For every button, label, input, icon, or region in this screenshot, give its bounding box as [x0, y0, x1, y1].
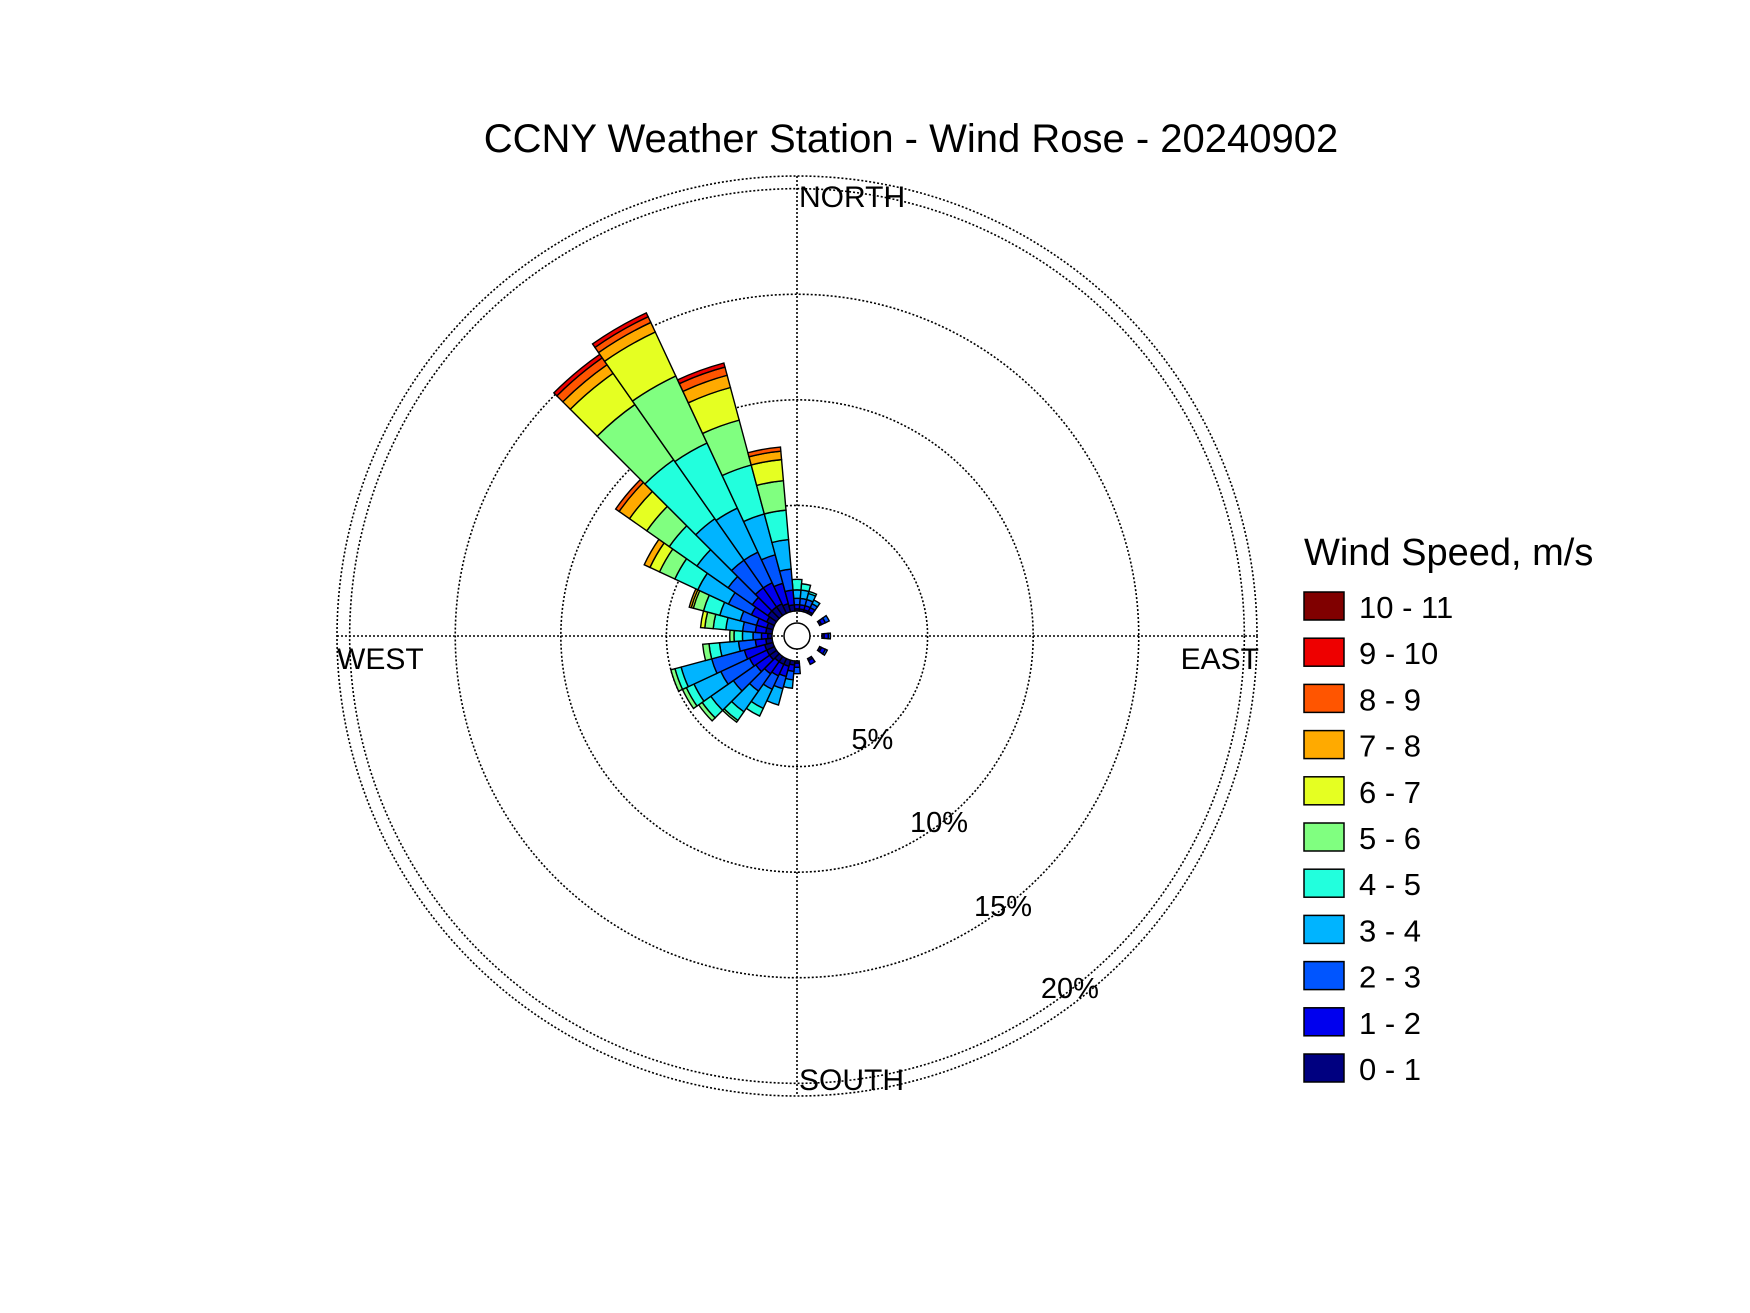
legend-swatch-2 [1303, 683, 1345, 714]
legend-swatch-4 [1303, 776, 1345, 806]
legend-label-6: 4 - 5 [1359, 867, 1421, 902]
radial-tick-labels: 5% 10% 15% 20% [851, 724, 1099, 1005]
sector-250 [670, 641, 776, 693]
sector-260-bin-5 [701, 642, 713, 662]
legend-label-2: 8 - 9 [1359, 682, 1421, 717]
sector-60-bin-2 [821, 614, 831, 624]
legend-swatch-0 [1303, 591, 1345, 621]
sector-10 [798, 582, 812, 613]
legend-label-1: 9 - 10 [1359, 636, 1438, 671]
sector-90 [821, 632, 832, 640]
sector-270-bin-4 [733, 629, 744, 643]
legend-swatch-3 [1303, 729, 1345, 760]
center-calm-circle [783, 622, 811, 650]
sector-250-bin-5 [670, 667, 684, 693]
chart-title: CCNY Weather Station - Wind Rose - 20240… [484, 117, 1339, 161]
sector-60 [816, 614, 831, 627]
compass-west: WEST [337, 643, 424, 676]
sector-270-bin-5 [729, 629, 735, 643]
legend-swatch-9 [1303, 1007, 1345, 1037]
sector-350-bin-8 [747, 446, 782, 458]
wind-sectors [552, 311, 832, 724]
grid-ring-1 [665, 504, 929, 768]
sector-340-bin-9 [676, 362, 726, 385]
radial-tick-label-20: 20% [1041, 973, 1099, 1005]
legend-label-4: 6 - 7 [1359, 775, 1421, 810]
sector-330 [591, 311, 788, 617]
sector-0-bin-4 [791, 578, 803, 591]
legend-swatch-8 [1303, 960, 1345, 991]
sector-20-bin-4 [807, 590, 818, 598]
sector-120 [816, 645, 829, 657]
sector-150-bin-1 [807, 657, 816, 666]
sector-300 [643, 538, 778, 627]
sector-350 [747, 446, 796, 613]
sector-310 [614, 478, 781, 623]
sector-220 [721, 652, 784, 724]
sector-230 [697, 649, 781, 722]
legend-swatch-5 [1303, 822, 1345, 852]
sector-270 [729, 629, 773, 643]
legend-label-10: 0 - 1 [1359, 1052, 1421, 1087]
sector-120-bin-2 [821, 648, 829, 657]
legend-swatch-7 [1303, 914, 1345, 945]
radial-tick-label-15: 15% [974, 891, 1032, 923]
legend-label-7: 3 - 4 [1359, 913, 1421, 948]
legend-label-3: 7 - 8 [1359, 729, 1421, 764]
radial-tick-label-5: 5% [851, 724, 893, 756]
sector-10-bin-4 [800, 582, 812, 593]
compass-north: NORTH [799, 181, 905, 214]
legend-label-0: 10 - 11 [1359, 590, 1453, 625]
sector-30 [806, 599, 821, 617]
legend-title: Wind Speed, m/s [1304, 532, 1593, 574]
legend-label-5: 5 - 6 [1359, 821, 1421, 856]
sector-90-bin-2 [827, 632, 832, 640]
sector-330-bin-9 [591, 311, 650, 349]
legend-swatch-10 [1303, 1053, 1345, 1083]
sector-30-bin-3 [811, 599, 821, 608]
legend-label-9: 1 - 2 [1359, 1006, 1421, 1041]
radial-tick-label-10: 10% [910, 807, 968, 839]
compass-south: SOUTH [799, 1064, 904, 1097]
sector-150 [806, 655, 816, 666]
legend-swatch-6 [1303, 868, 1345, 898]
legend: 10 - 11 9 - 10 8 - 9 7 - 8 6 - 7 5 - 6 4 - 5 3 … [1303, 590, 1453, 1087]
legend-label-8: 2 - 3 [1359, 960, 1421, 995]
legend-swatch-1 [1303, 637, 1345, 667]
compass-east: EAST [1181, 643, 1259, 676]
